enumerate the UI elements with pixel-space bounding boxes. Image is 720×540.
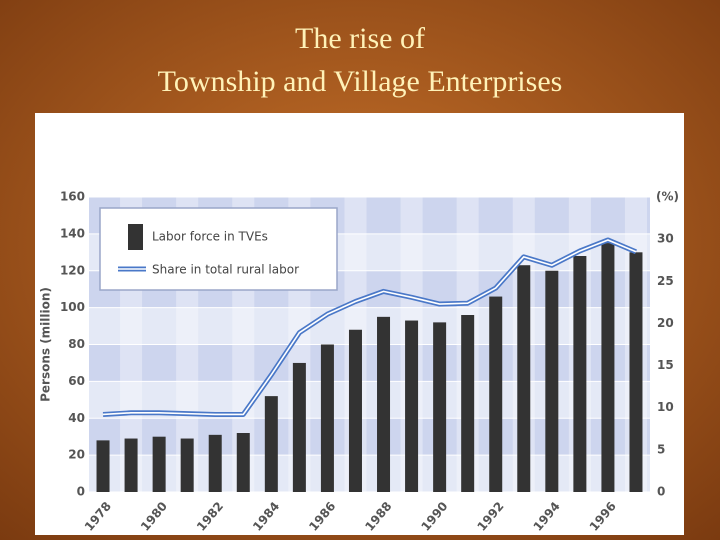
title-line: Township and Village Enterprises xyxy=(158,65,563,98)
title-line: The rise of xyxy=(295,22,425,55)
bar xyxy=(377,316,391,492)
grid-band xyxy=(89,344,650,382)
bar xyxy=(601,243,615,492)
y-tick-label: 60 xyxy=(68,374,85,388)
bar xyxy=(405,320,419,492)
bar xyxy=(461,315,475,492)
bar xyxy=(545,270,559,492)
y2-tick-label: 30 xyxy=(657,232,674,246)
bar xyxy=(320,344,334,492)
bar xyxy=(433,322,447,492)
bar xyxy=(348,329,362,492)
bar xyxy=(629,252,643,492)
y2-tick-label: 15 xyxy=(657,358,674,372)
bar xyxy=(124,438,138,492)
bar xyxy=(573,256,587,492)
bar xyxy=(517,265,531,492)
bar xyxy=(96,440,110,492)
bar xyxy=(236,433,250,492)
y2-tick-label: 5 xyxy=(657,442,665,456)
line xyxy=(102,239,637,416)
grid-band xyxy=(89,418,650,456)
bar xyxy=(208,434,222,492)
y2-tick-label: 0 xyxy=(657,485,665,499)
y2-axis-label: (%) xyxy=(656,190,679,204)
bar xyxy=(489,296,503,492)
y2-tick-label: 10 xyxy=(657,400,674,414)
y-tick-label: 20 xyxy=(68,448,85,462)
legend-label: Labor force in TVEs xyxy=(152,230,268,244)
y-tick-label: 160 xyxy=(60,190,85,204)
bar xyxy=(264,396,278,492)
y-tick-label: 120 xyxy=(60,263,85,277)
legend-swatch xyxy=(128,224,143,250)
bar xyxy=(180,438,194,492)
y-tick-label: 40 xyxy=(68,411,85,425)
y2-tick-label: 25 xyxy=(657,274,674,288)
bar xyxy=(152,436,166,492)
y-tick-label: 100 xyxy=(60,300,85,314)
chart: 0 20 40 60 80 100 120 140 160 0 5 10 15 20 25 30 (%) Pers… xyxy=(39,190,680,534)
y-tick-label: 80 xyxy=(68,337,85,351)
y-tick-label: 0 xyxy=(77,485,85,499)
y-axis-label: Persons (million) xyxy=(39,287,53,402)
legend-label: Share in total rural labor xyxy=(152,263,299,277)
bar xyxy=(292,362,306,492)
y-tick-label: 140 xyxy=(60,226,85,240)
y2-tick-label: 20 xyxy=(657,316,674,330)
